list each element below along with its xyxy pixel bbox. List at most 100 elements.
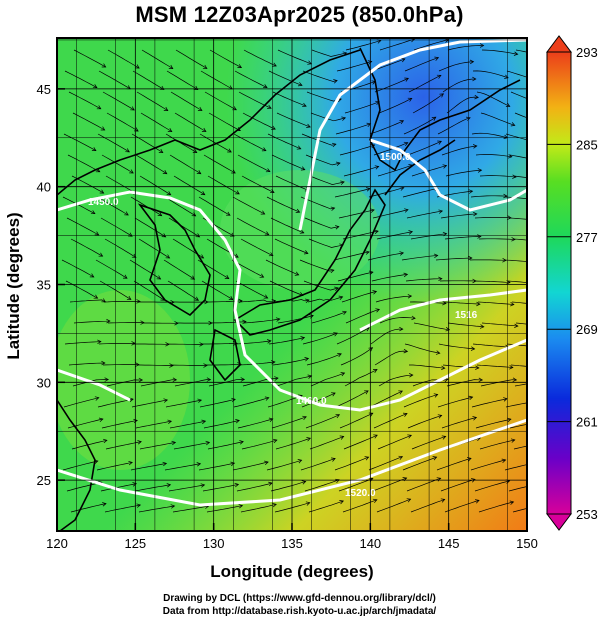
- streamline-arrowhead: [199, 342, 204, 347]
- streamline: [274, 502, 310, 513]
- streamline: [200, 70, 233, 90]
- streamline-arrowhead: [403, 272, 409, 278]
- streamline: [268, 70, 303, 86]
- streamline-arrowhead: [404, 208, 409, 213]
- streamline-arrowhead: [101, 360, 106, 366]
- streamline: [371, 274, 408, 282]
- streamline: [376, 231, 413, 240]
- streamline-arrowhead: [264, 460, 269, 465]
- streamline-arrowhead: [399, 186, 405, 191]
- streamline-arrowhead: [199, 254, 205, 259]
- streamline-arrowhead: [194, 296, 200, 301]
- streamline: [515, 49, 527, 53]
- streamline-arrowhead: [468, 255, 473, 261]
- streamline: [232, 461, 269, 471]
- streamline-arrowhead: [476, 301, 481, 307]
- streamline: [478, 501, 514, 513]
- streamline: [413, 39, 449, 51]
- streamline: [174, 112, 207, 132]
- streamline: [277, 49, 312, 65]
- streamline-arrowhead: [231, 169, 236, 174]
- streamline-arrowhead: [242, 319, 247, 324]
- streamline: [103, 301, 140, 303]
- streamline-arrowhead: [98, 252, 104, 257]
- streamline: [443, 301, 480, 305]
- streamline-arrowhead: [408, 372, 414, 378]
- streamline-arrowhead: [541, 102, 545, 106]
- streamline: [274, 238, 309, 254]
- streamline: [342, 499, 378, 513]
- streamline: [510, 364, 527, 367]
- streamline: [509, 424, 527, 429]
- streamline-arrowhead: [434, 56, 440, 61]
- streamline: [175, 49, 208, 69]
- streamline-arrowhead: [411, 315, 416, 321]
- streamline-arrowhead: [475, 499, 480, 504]
- streamline-arrowhead: [166, 191, 172, 196]
- streamline-arrowhead: [259, 273, 265, 278]
- streamline-arrowhead: [504, 74, 509, 79]
- streamline-arrowhead: [135, 64, 140, 69]
- streamline-arrowhead: [539, 345, 543, 349]
- streamline-arrowhead: [433, 393, 439, 398]
- streamline-arrowhead: [93, 294, 99, 299]
- streamline-arrowhead: [474, 94, 479, 100]
- streamline: [72, 112, 105, 131]
- streamline-arrowhead: [341, 116, 347, 121]
- streamline-arrowhead: [97, 339, 102, 344]
- streamline-arrowhead: [309, 314, 314, 319]
- streamline-arrowhead: [374, 229, 379, 234]
- streamline: [378, 97, 412, 114]
- streamline: [403, 116, 436, 135]
- streamline: [107, 49, 140, 69]
- streamline-arrowhead: [168, 64, 174, 69]
- streamline: [369, 390, 403, 408]
- streamline-arrowhead: [335, 413, 341, 419]
- streamline-arrowhead: [472, 76, 477, 82]
- streamline-arrowhead: [300, 336, 306, 341]
- streamline: [61, 259, 94, 278]
- streamline-arrowhead: [304, 357, 310, 362]
- streamline: [406, 210, 443, 219]
- streamline-arrowhead: [438, 276, 443, 282]
- streamline-arrowhead: [336, 161, 341, 167]
- streamline: [506, 70, 527, 78]
- streamline: [134, 484, 171, 492]
- streamline: [343, 434, 378, 450]
- streamline: [447, 322, 484, 328]
- x-axis-label: Longitude (degrees): [210, 562, 373, 581]
- streamline-arrowhead: [511, 237, 516, 242]
- streamline: [437, 396, 473, 408]
- streamline-arrowhead: [402, 412, 408, 417]
- streamline: [243, 49, 277, 67]
- streamline-arrowhead: [161, 233, 167, 238]
- y-tick-label: 45: [37, 82, 51, 97]
- streamline: [411, 436, 446, 450]
- streamline: [234, 70, 268, 88]
- streamline: [164, 196, 196, 217]
- streamline-arrowhead: [370, 208, 375, 213]
- streamline: [73, 49, 106, 68]
- streamline-arrowhead: [510, 302, 515, 307]
- streamline-arrowhead: [372, 290, 378, 295]
- streamline: [130, 463, 167, 471]
- streamline-arrowhead: [333, 79, 338, 84]
- streamline-arrowhead: [472, 144, 478, 149]
- streamline-arrowhead: [477, 234, 482, 239]
- streamline-arrowhead: [272, 62, 277, 67]
- streamline-arrowhead: [240, 377, 246, 382]
- streamline: [272, 91, 307, 107]
- streamline: [440, 213, 477, 219]
- streamline-arrowhead: [337, 353, 342, 358]
- streamline-arrowhead: [158, 148, 164, 153]
- streamline-arrowhead: [503, 193, 508, 199]
- streamline: [408, 74, 442, 93]
- streamline: [344, 369, 378, 387]
- streamline: [100, 217, 133, 237]
- streamline: [376, 498, 411, 513]
- streamline-arrowhead: [306, 437, 311, 442]
- streamline: [374, 77, 409, 93]
- streamline: [438, 343, 475, 350]
- streamline: [271, 416, 307, 429]
- streamline: [198, 196, 231, 216]
